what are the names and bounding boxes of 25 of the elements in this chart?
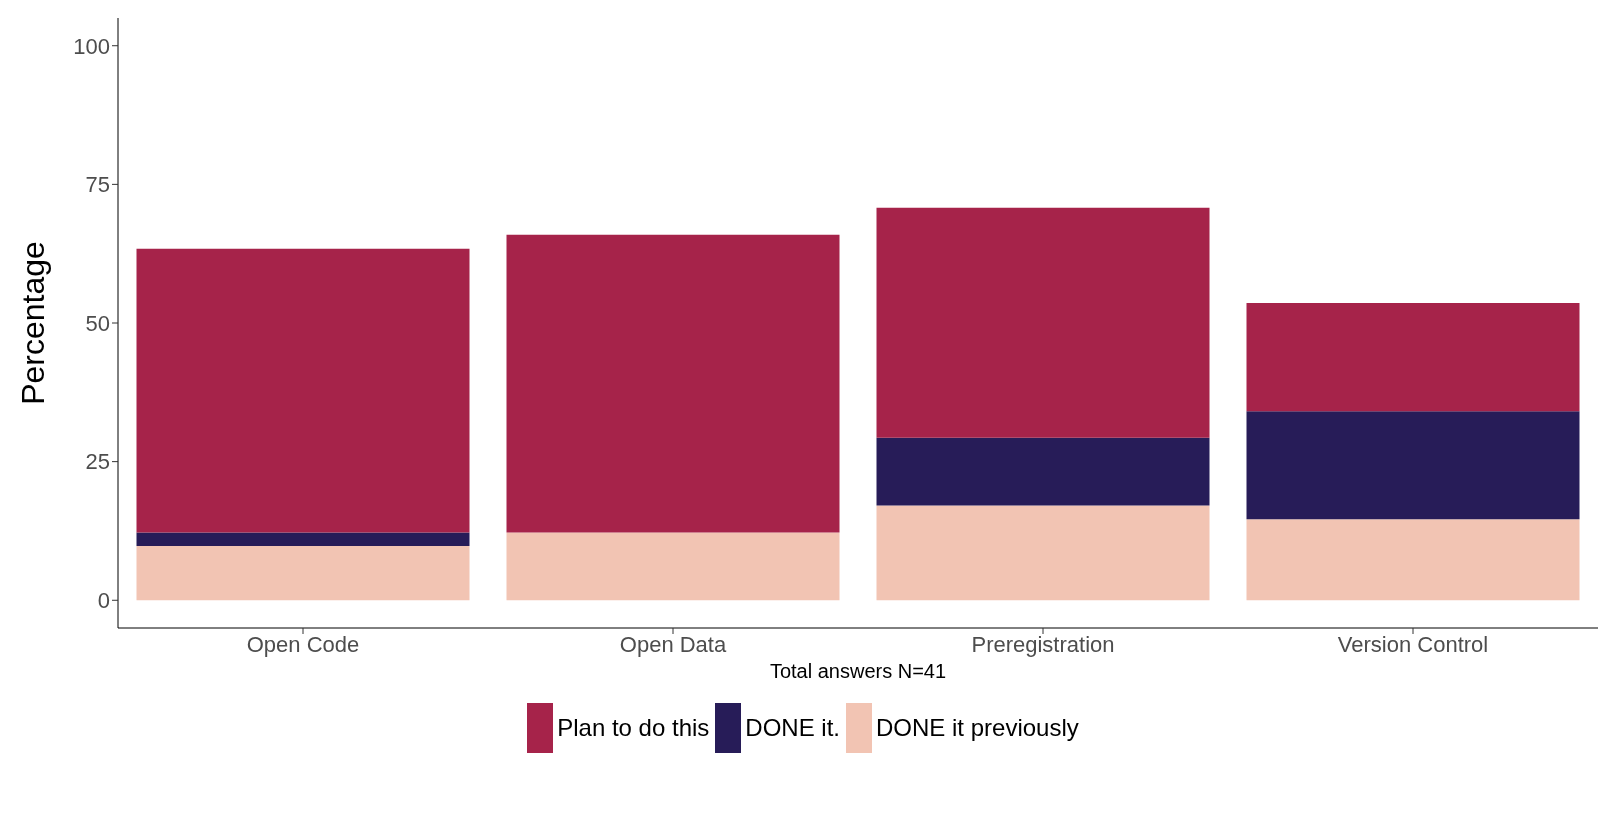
y-tick-label: 50 bbox=[85, 310, 110, 336]
bar bbox=[1246, 411, 1580, 520]
legend-label: Plan to do this bbox=[557, 714, 710, 742]
y-tick-label: 100 bbox=[73, 33, 110, 59]
bar bbox=[506, 234, 840, 533]
y-tick-label: 75 bbox=[85, 172, 110, 198]
legend-label: DONE it previously bbox=[876, 714, 1079, 742]
x-tick-label: Open Code bbox=[246, 631, 360, 657]
y-tick-label: 0 bbox=[97, 588, 110, 614]
bar bbox=[876, 207, 1210, 438]
x-tick-label: Open Data bbox=[619, 631, 727, 657]
text: Total answers N=41 bbox=[768, 660, 948, 683]
x-tick-label: Version Control bbox=[1337, 631, 1489, 657]
bar bbox=[876, 437, 1210, 506]
bar bbox=[136, 532, 470, 546]
bar bbox=[506, 532, 840, 601]
bar bbox=[1246, 303, 1580, 412]
y-axis-title: Percentage bbox=[15, 241, 52, 405]
bar bbox=[1246, 519, 1580, 601]
bar bbox=[136, 545, 470, 601]
bar bbox=[876, 505, 1210, 601]
y-tick-label: 25 bbox=[85, 449, 110, 475]
x-tick-label: Preregistration bbox=[971, 631, 1115, 657]
bar bbox=[136, 248, 470, 533]
legend-label: DONE it. bbox=[745, 714, 841, 742]
